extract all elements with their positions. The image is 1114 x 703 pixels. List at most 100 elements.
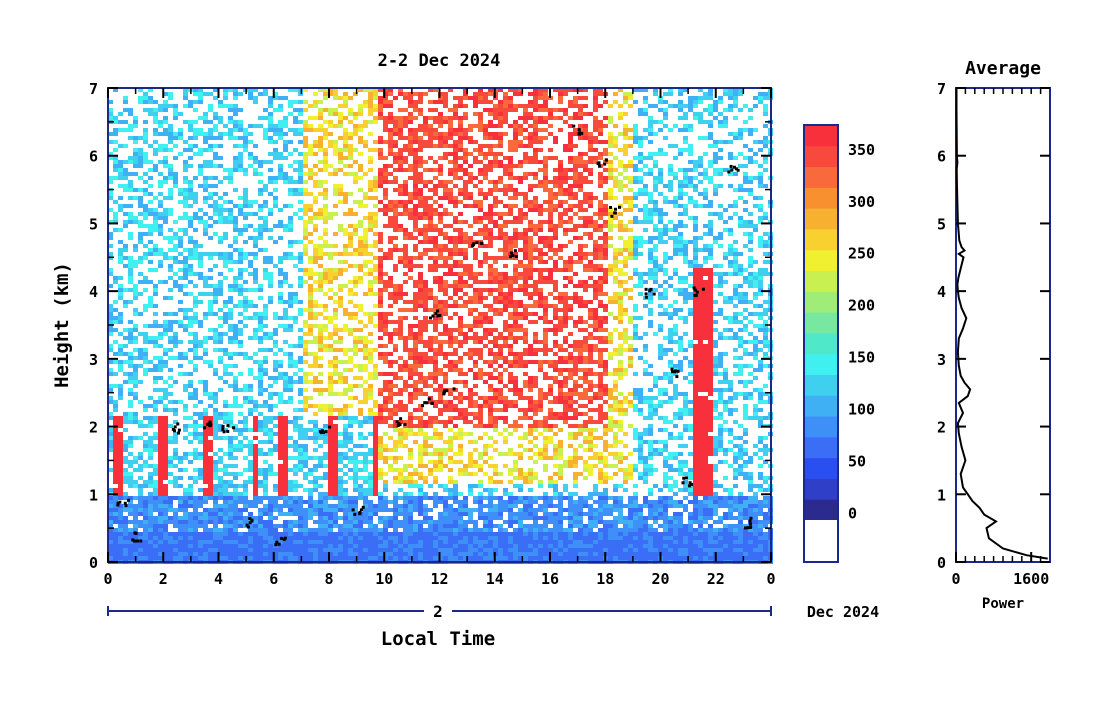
heatmap-cell bbox=[653, 204, 658, 208]
heatmap-cell bbox=[548, 156, 553, 160]
heatmap-cell bbox=[458, 236, 463, 240]
heatmap-cell bbox=[403, 292, 408, 296]
heatmap-cell bbox=[188, 308, 193, 312]
heatmap-cell bbox=[263, 220, 268, 224]
heatmap-cell bbox=[278, 284, 283, 288]
heatmap-cell bbox=[208, 328, 213, 332]
heatmap-cell bbox=[733, 288, 738, 292]
heatmap-cell bbox=[763, 212, 768, 216]
heatmap-cell bbox=[188, 100, 193, 104]
heatmap-cell bbox=[333, 232, 338, 236]
heatmap-cell bbox=[498, 136, 503, 140]
heatmap-cell bbox=[353, 112, 358, 116]
heatmap-cell bbox=[333, 364, 338, 368]
heatmap-cell bbox=[388, 220, 393, 224]
heatmap-cell bbox=[288, 356, 293, 360]
heatmap-cell bbox=[563, 112, 568, 116]
heatmap-cell bbox=[363, 140, 368, 144]
heatmap-cell bbox=[503, 368, 508, 372]
heatmap-cell bbox=[343, 144, 348, 148]
heatmap-cell bbox=[553, 176, 558, 180]
heatmap-cell bbox=[653, 276, 658, 280]
heatmap-cell bbox=[473, 364, 478, 368]
heatmap-cell bbox=[503, 336, 508, 340]
heatmap-cell bbox=[418, 108, 423, 112]
heatmap-cell bbox=[443, 288, 448, 292]
heatmap-cell bbox=[378, 116, 383, 120]
heatmap-cell bbox=[438, 132, 443, 136]
heatmap-cell bbox=[138, 152, 143, 156]
heatmap-cell bbox=[163, 100, 168, 104]
heatmap-cell bbox=[113, 132, 118, 136]
heatmap-cell bbox=[263, 228, 268, 232]
heatmap-cell bbox=[128, 112, 133, 116]
heatmap-cell bbox=[443, 352, 448, 356]
heatmap-cell bbox=[288, 152, 293, 156]
heatmap-cell bbox=[628, 136, 633, 140]
heatmap-cell bbox=[558, 200, 563, 204]
heatmap-cell bbox=[413, 204, 418, 208]
heatmap-cell bbox=[503, 96, 508, 100]
heatmap-cell bbox=[403, 188, 408, 192]
heatmap-cell bbox=[218, 340, 223, 344]
heatmap-cell bbox=[398, 108, 403, 112]
heatmap-cell bbox=[128, 196, 133, 200]
heatmap-cell bbox=[688, 296, 693, 300]
heatmap-cell bbox=[168, 328, 173, 332]
heatmap-cell bbox=[298, 284, 303, 288]
heatmap-cell bbox=[343, 348, 348, 352]
heatmap-cell bbox=[408, 120, 413, 124]
heatmap-cell bbox=[393, 228, 398, 232]
heatmap-cell bbox=[338, 300, 343, 304]
heatmap-cell bbox=[728, 296, 733, 300]
heatmap-cell bbox=[678, 244, 683, 248]
heatmap-cell bbox=[623, 176, 628, 180]
heatmap-cell bbox=[558, 356, 563, 360]
heatmap-cell bbox=[173, 232, 178, 236]
heatmap-cell bbox=[578, 224, 583, 228]
heatmap-cell bbox=[568, 204, 573, 208]
heatmap-cell bbox=[583, 208, 588, 212]
heatmap-cell bbox=[553, 232, 558, 236]
heatmap-cell bbox=[533, 120, 538, 124]
heatmap-cell bbox=[693, 296, 698, 300]
heatmap-cell bbox=[493, 184, 498, 188]
heatmap-cell bbox=[263, 248, 268, 252]
heatmap-cell bbox=[203, 120, 208, 124]
heatmap-cell bbox=[443, 232, 448, 236]
heatmap-cell bbox=[743, 224, 748, 228]
heatmap-cell bbox=[173, 108, 178, 112]
heatmap-cell bbox=[403, 272, 408, 276]
heatmap-cell bbox=[708, 352, 713, 356]
heatmap-cell bbox=[573, 228, 578, 232]
heatmap-cell bbox=[658, 324, 663, 328]
heatmap-cell bbox=[258, 312, 263, 316]
heatmap-cell bbox=[308, 240, 313, 244]
heatmap-cell bbox=[448, 240, 453, 244]
heatmap-cell bbox=[683, 192, 688, 196]
heatmap-cell bbox=[433, 208, 438, 212]
heatmap-cell bbox=[608, 220, 613, 224]
heatmap-cell bbox=[113, 328, 118, 332]
heatmap-cell bbox=[663, 196, 668, 200]
heatmap-cell bbox=[398, 296, 403, 300]
heatmap-cell bbox=[488, 292, 493, 296]
heatmap-cell bbox=[373, 256, 378, 260]
heatmap-cell bbox=[403, 180, 408, 184]
heatmap-cell bbox=[458, 176, 463, 180]
heatmap-cell bbox=[623, 288, 628, 292]
heatmap-cell bbox=[528, 236, 533, 240]
heatmap-cell bbox=[158, 180, 163, 184]
heatmap-cell bbox=[633, 304, 638, 308]
heatmap-cell bbox=[543, 168, 548, 172]
heatmap-cell bbox=[203, 224, 208, 228]
heatmap-cell bbox=[428, 212, 433, 216]
heatmap-cell bbox=[253, 332, 258, 336]
heatmap-cell bbox=[548, 280, 553, 284]
heatmap-cell bbox=[353, 128, 358, 132]
heatmap-cell bbox=[303, 212, 308, 216]
heatmap-cell bbox=[568, 304, 573, 308]
heatmap-cell bbox=[443, 120, 448, 124]
heatmap-cell bbox=[463, 268, 468, 272]
heatmap-cell bbox=[258, 204, 263, 208]
